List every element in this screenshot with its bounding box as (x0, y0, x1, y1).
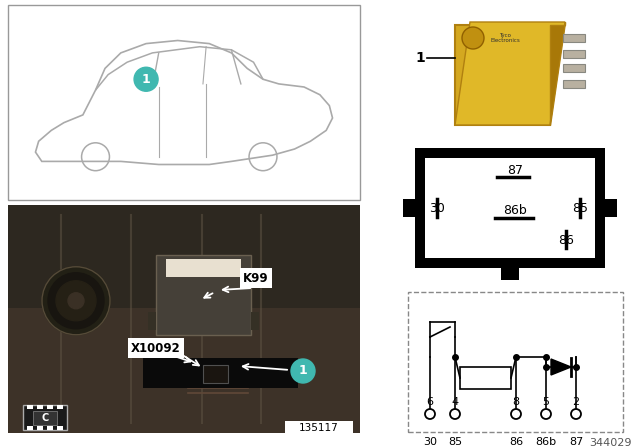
Bar (563, 34, 585, 42)
Bar (605, 199, 617, 217)
Text: 30: 30 (423, 437, 437, 447)
Bar (148, 312, 156, 330)
Polygon shape (455, 22, 565, 125)
Bar (143, 358, 298, 388)
Bar (501, 268, 519, 280)
Bar (203, 365, 228, 383)
Bar (23, 405, 67, 430)
Text: 86b: 86b (503, 203, 527, 216)
Circle shape (511, 409, 521, 419)
Bar (408, 292, 623, 432)
Text: Tyco
Electronics: Tyco Electronics (490, 33, 520, 43)
Text: 85: 85 (448, 437, 462, 447)
Bar (285, 421, 353, 436)
Circle shape (291, 359, 315, 383)
Text: 85: 85 (572, 202, 588, 215)
Text: 5: 5 (543, 397, 550, 407)
Text: 1: 1 (141, 73, 150, 86)
Bar (57, 405, 63, 409)
Bar (460, 367, 511, 389)
Circle shape (42, 267, 110, 335)
Bar (403, 199, 415, 217)
Bar (8, 205, 360, 433)
Circle shape (48, 273, 104, 329)
Bar (563, 50, 585, 58)
Bar (57, 426, 63, 430)
Bar (33, 411, 57, 425)
Bar (415, 148, 605, 268)
Text: 8: 8 (513, 397, 520, 407)
Bar (27, 426, 33, 430)
Text: K99: K99 (243, 271, 269, 284)
Bar (563, 80, 585, 88)
Bar (156, 255, 251, 335)
Circle shape (425, 409, 435, 419)
Circle shape (571, 409, 581, 419)
Bar (37, 426, 43, 430)
Circle shape (68, 293, 84, 309)
Polygon shape (551, 359, 571, 375)
Bar (47, 405, 53, 409)
Bar (563, 64, 585, 72)
Bar (27, 405, 33, 409)
Bar (425, 158, 595, 258)
Text: 86: 86 (558, 233, 574, 246)
Text: 1: 1 (299, 365, 307, 378)
Circle shape (462, 27, 484, 49)
Circle shape (541, 409, 551, 419)
Text: X10092: X10092 (131, 341, 181, 354)
Bar (47, 426, 53, 430)
Circle shape (450, 409, 460, 419)
Bar (37, 405, 43, 409)
Bar (8, 5, 360, 200)
Bar (166, 259, 241, 277)
Circle shape (134, 67, 158, 91)
Bar (557, 148, 575, 160)
Text: 1: 1 (415, 51, 425, 65)
Bar (455, 25, 550, 125)
Bar (251, 312, 259, 330)
Text: 30: 30 (429, 202, 445, 215)
Text: 87: 87 (507, 164, 523, 177)
Polygon shape (550, 22, 565, 125)
Text: 344029: 344029 (589, 438, 632, 448)
Circle shape (56, 281, 96, 321)
Text: 86b: 86b (536, 437, 557, 447)
Text: 86: 86 (509, 437, 523, 447)
Text: 2: 2 (572, 397, 580, 407)
Text: C: C (42, 413, 49, 423)
Text: 87: 87 (569, 437, 583, 447)
Text: 135117: 135117 (299, 423, 339, 433)
Bar (8, 308, 360, 433)
Text: 4: 4 (451, 397, 459, 407)
Text: 6: 6 (426, 397, 433, 407)
